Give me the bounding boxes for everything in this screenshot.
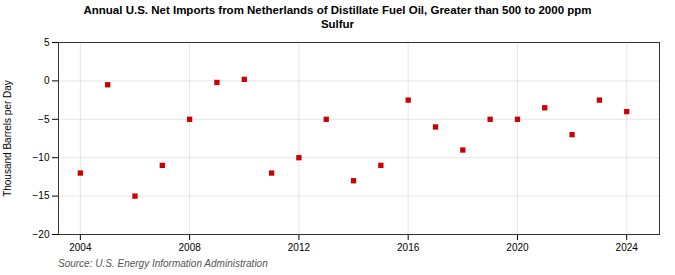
svg-text:0: 0 <box>44 75 50 86</box>
html-text:Annual U.S. Net Imports from N: Annual U.S. Net Imports from Netherlands… <box>83 4 592 31</box>
svg-text:−5: −5 <box>38 113 50 124</box>
svg-text:2020: 2020 <box>506 241 529 252</box>
svg-text:2012: 2012 <box>288 241 311 252</box>
svg-text:2008: 2008 <box>179 241 202 252</box>
svg-text:2004: 2004 <box>69 241 92 252</box>
svg-text:5: 5 <box>44 36 50 47</box>
svg-text:−15: −15 <box>33 190 50 201</box>
svg-text:−20: −20 <box>33 228 50 239</box>
svg-text:Thousand Barrels per Day: Thousand Barrels per Day <box>2 80 13 197</box>
svg-text:−10: −10 <box>33 152 50 163</box>
svg-text:2016: 2016 <box>397 241 420 252</box>
html-text:Source: U.S. Energy Informatio: Source: U.S. Energy Information Administ… <box>58 257 268 269</box>
svg-text:2024: 2024 <box>616 241 639 252</box>
